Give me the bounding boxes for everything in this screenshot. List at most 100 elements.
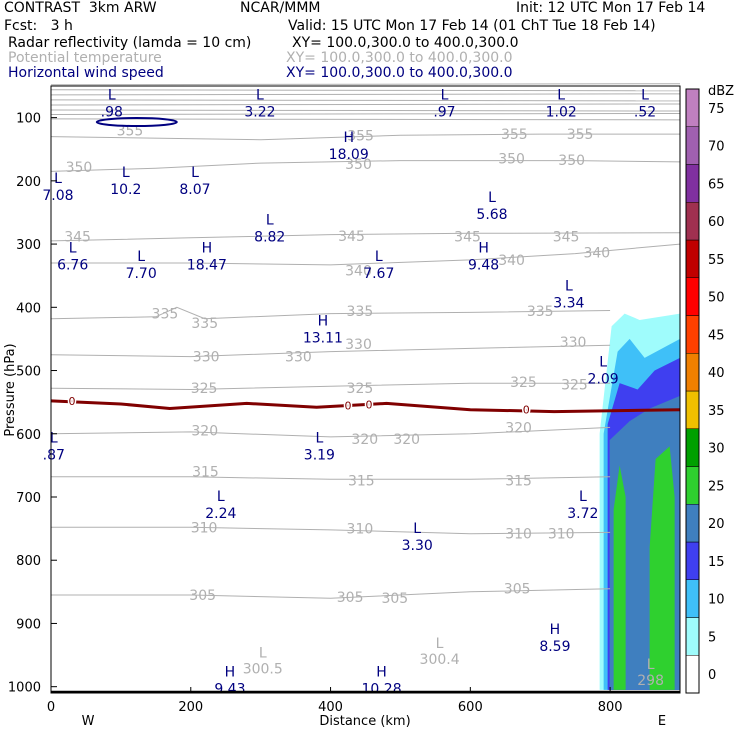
theta-contour-label: 330 [193, 350, 220, 366]
theta-contour-label: 320 [191, 424, 218, 440]
theta-contour-label: 330 [560, 335, 587, 351]
axes-layer: 100 200 300 400 500 600 700 800 900 1000 0 200 400 60… [3, 85, 681, 729]
colorbar-label: 0 [708, 668, 716, 683]
theta-contour-line [50, 426, 611, 438]
organization: NCAR/MMM [240, 0, 321, 16]
colorbar-label: 35 [708, 404, 725, 419]
theta-contour-label: 325 [510, 375, 537, 391]
wind-extremum-marker: H [376, 664, 387, 680]
x-tick-label: 800 [598, 700, 623, 715]
freezing-level-line [50, 399, 681, 414]
theta-contour-label: 315 [505, 474, 532, 490]
theta-contour-line [51, 588, 611, 599]
colorbar-swatch [685, 428, 700, 467]
theta-contour-label: 340 [345, 264, 372, 280]
wind-extremum-value: 9.48 [468, 258, 499, 274]
theta-contour-line [50, 382, 611, 391]
wind-extremum-value: 2.09 [588, 372, 619, 388]
freezing-level-label: 0 [523, 404, 530, 417]
wind-extremum-marker: L [54, 171, 62, 187]
wind-extremum-value: 3.22 [244, 105, 275, 121]
y-tick-label: 1000 [8, 681, 41, 696]
colorbar-swatch [685, 277, 700, 316]
wind-extremum-value: 8.59 [539, 639, 570, 655]
colorbar-label: 5 [708, 630, 716, 645]
theta-contour-line [50, 306, 611, 320]
colorbar-swatch [685, 466, 700, 505]
theta-contour-label: 310 [347, 522, 374, 538]
wind-extremum-value: 5.68 [476, 207, 507, 223]
colorbar-label: 60 [708, 215, 725, 230]
theta-contour-line [51, 476, 611, 480]
theta-contour-label: 350 [345, 157, 372, 173]
theta-extremum-value: 298 [637, 673, 664, 689]
colorbar-swatch [685, 315, 700, 354]
colorbar-swatch [685, 239, 700, 278]
wind-extremum-value: .52 [634, 105, 656, 121]
theta-contour-line [50, 232, 681, 242]
theta-extremum-marker: L [647, 657, 655, 673]
wind-extremum-value: 2.24 [205, 506, 236, 522]
wind-extremum-value: 13.11 [303, 330, 343, 346]
colorbar-label: 40 [708, 366, 725, 381]
theta-contour-label: 350 [66, 160, 93, 176]
forecast-hour: Fcst: 3 h [4, 18, 73, 34]
wind-extremum-marker: H [550, 622, 561, 638]
theta-extremum-marker: L [436, 636, 444, 652]
theta-contour-line [50, 160, 681, 172]
theta-contour-label: 330 [345, 337, 372, 353]
wind-extremum-value: 18.47 [187, 258, 227, 274]
colorbar-swatch [685, 655, 700, 694]
colorbar-label: 20 [708, 517, 725, 532]
theta-contour-label: 305 [504, 582, 531, 598]
wind-extremum-value: 10.2 [110, 182, 141, 198]
wind-extremum-marker: H [225, 664, 236, 680]
upper-theta-line [50, 89, 681, 92]
wind-extremum-value: 18.09 [329, 147, 369, 163]
theta-contour-label: 305 [189, 588, 216, 604]
wind-extremum-value: .97 [433, 105, 455, 121]
wind-extremum-marker: L [441, 88, 449, 104]
freezing-level-label: 0 [68, 395, 75, 408]
wind-extremum-marker: L [579, 489, 587, 505]
wind-extremum-marker: L [315, 430, 323, 446]
wind-extremum-marker: L [565, 279, 573, 295]
colorbar-frame [685, 88, 700, 694]
theta-contour-label: 335 [347, 304, 374, 320]
wind-low-ellipse [95, 117, 178, 128]
wind-extremum-marker: L [217, 489, 225, 505]
theta-contour-label: 325 [561, 377, 588, 393]
wind-extremum-marker: L [122, 165, 130, 181]
x-tick-label: 600 [458, 700, 483, 715]
wind-extremum-value: 3.30 [402, 538, 433, 554]
wind-extremum-marker: H [318, 313, 329, 329]
theta-contour-label: 310 [505, 527, 532, 543]
y-tick-label: 700 [16, 491, 41, 506]
wind-extremum-marker: L [375, 249, 383, 265]
field-theta-name: Potential temperature [8, 50, 162, 66]
theta-contour-label: 345 [64, 229, 91, 245]
freezing-level-label: 0 [365, 399, 372, 412]
wind-extremum-marker: L [256, 88, 264, 104]
colorbar-swatch [685, 390, 700, 429]
upper-theta-line [50, 103, 681, 106]
theta-contour-label: 340 [498, 253, 525, 269]
colorbar-label: 55 [708, 253, 725, 268]
y-axis-label: Pressure (hPa) [3, 343, 18, 436]
wind-extremum-value: .87 [43, 447, 65, 463]
theta-contour-label: 320 [351, 432, 378, 448]
theta-contour-label: 350 [558, 153, 585, 169]
colorbar-layer: 0 5 10 15 20 25 30 35 40 45 50 55 60 65 70 75 dBZ [685, 84, 734, 694]
upper-theta-line [50, 83, 681, 86]
upper-theta-line [50, 99, 681, 102]
colorbar-swatch [685, 617, 700, 656]
theta-contour-label: 315 [192, 465, 219, 481]
wind-extremum-value: 3.72 [567, 506, 598, 522]
upper-theta-layer [50, 83, 681, 121]
theta-contour-line [50, 133, 680, 141]
theta-contour-line [51, 243, 681, 266]
wind-extremum-marker: L [641, 88, 649, 104]
